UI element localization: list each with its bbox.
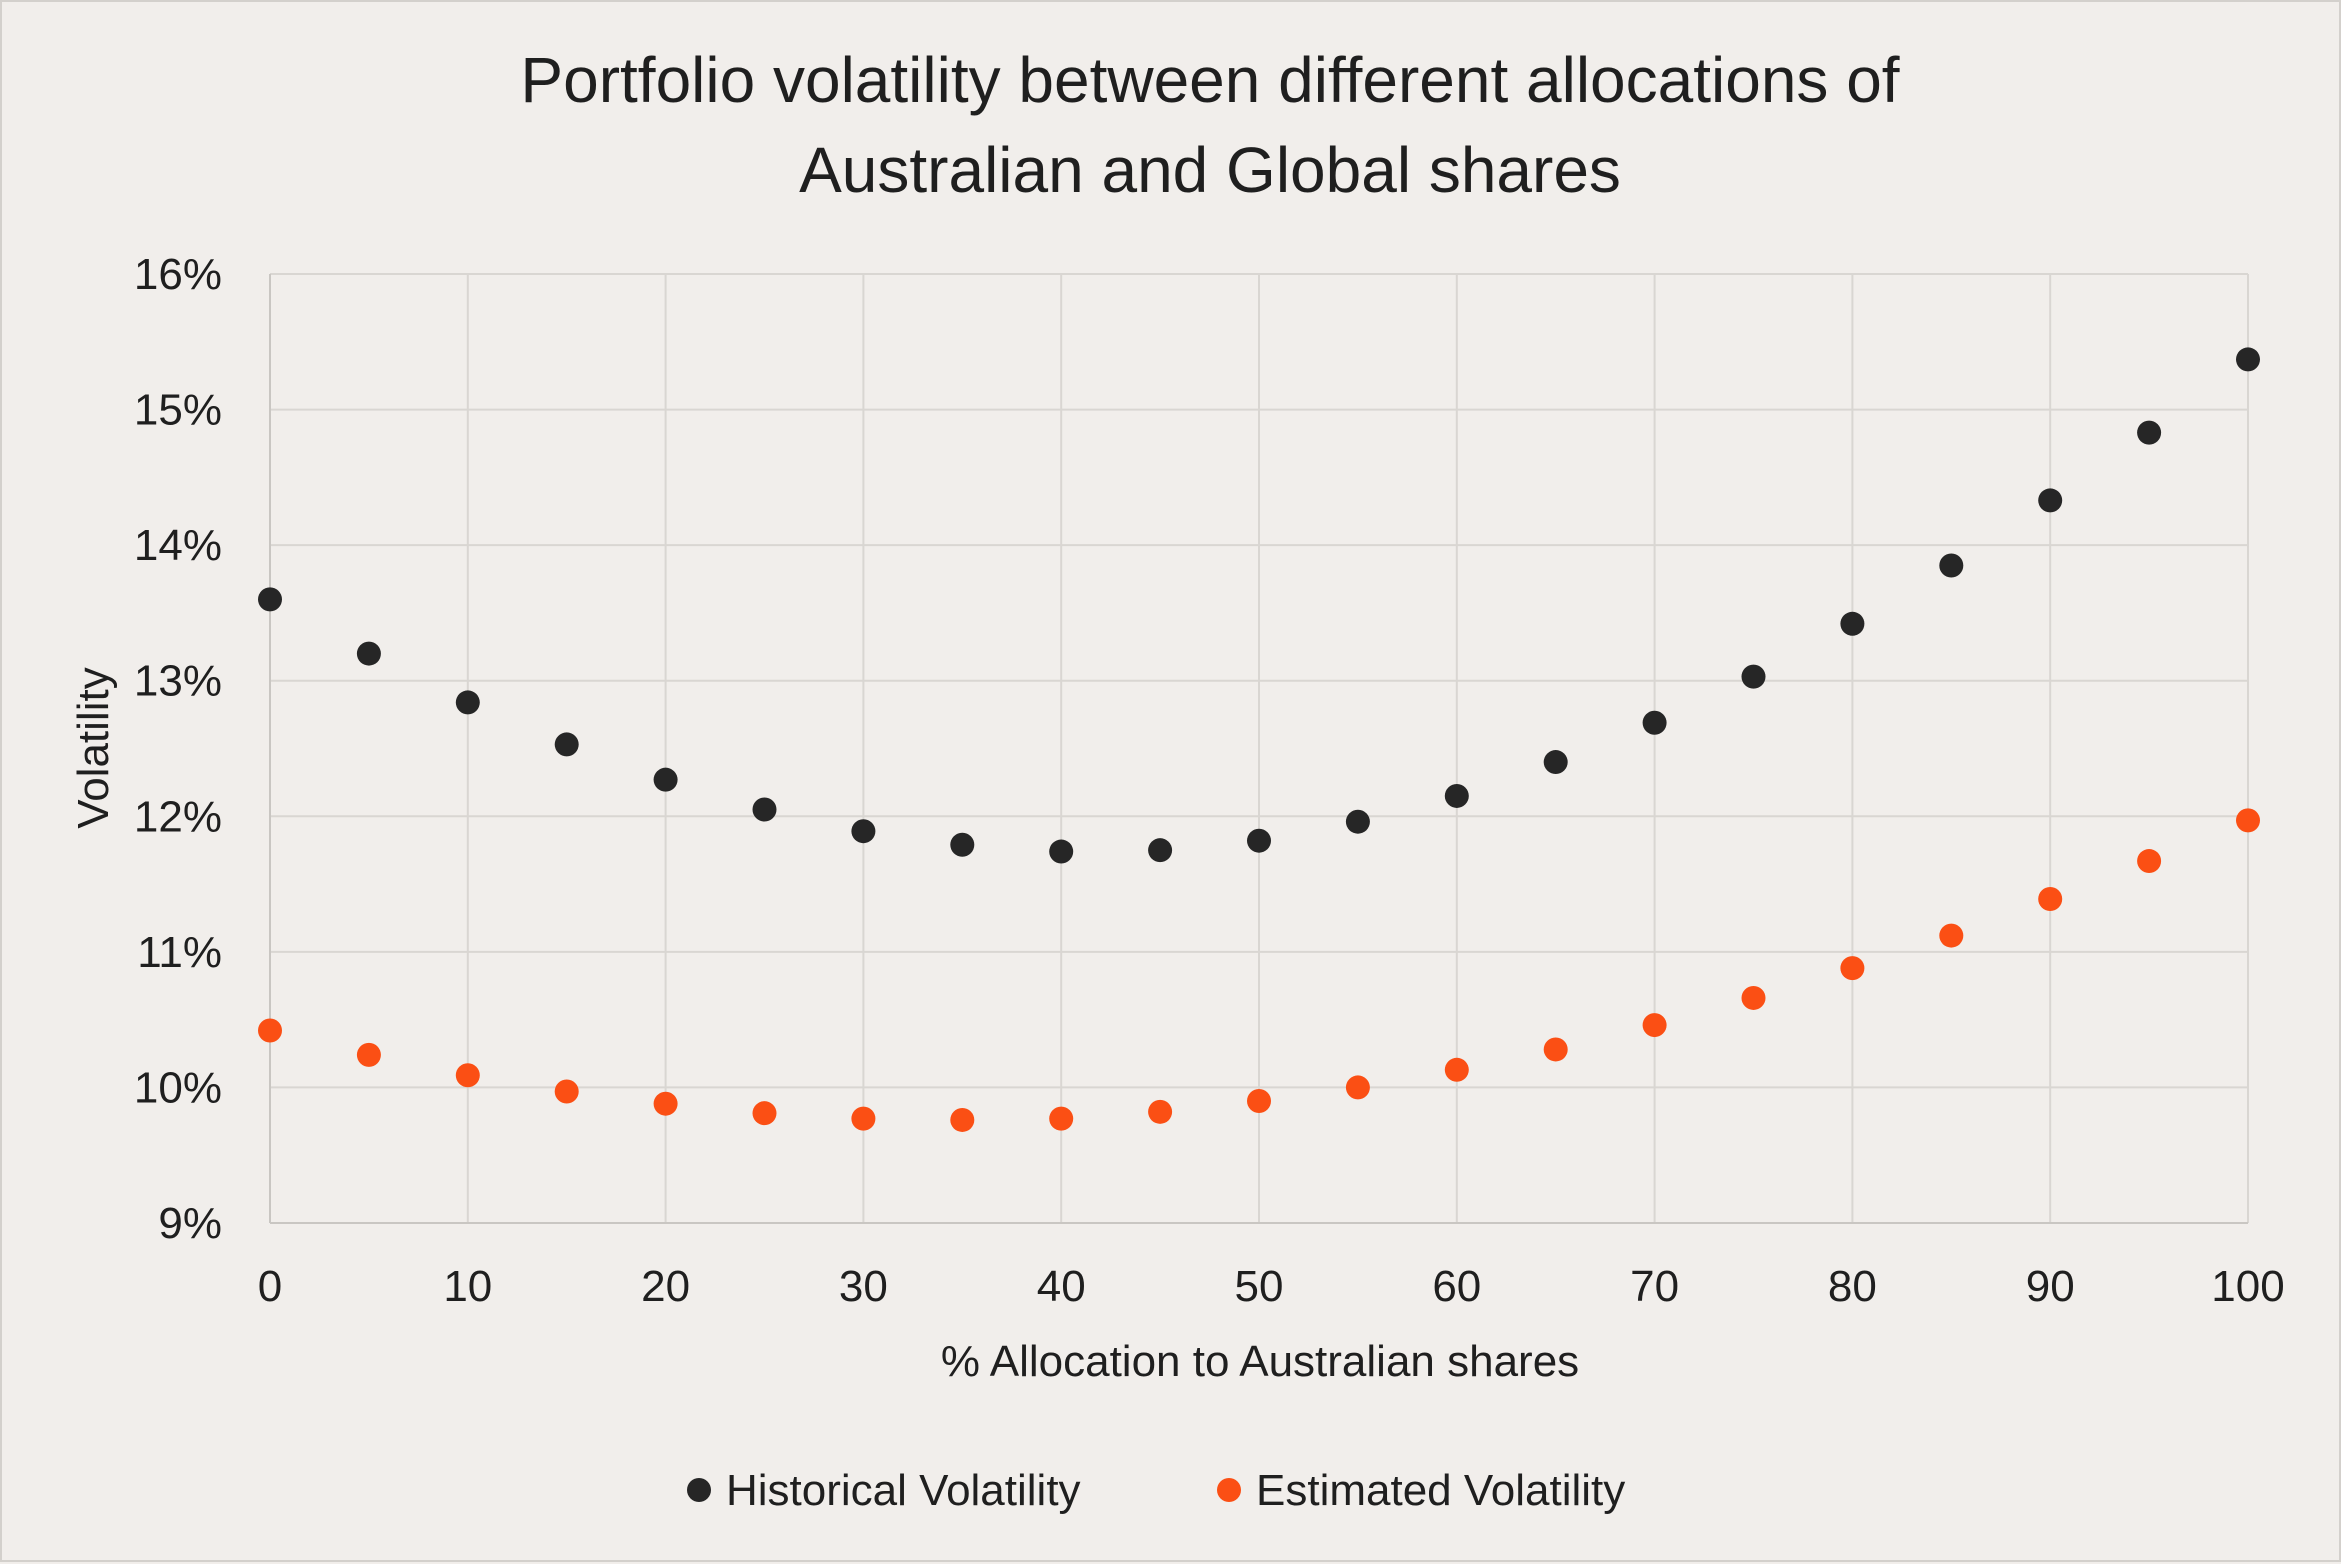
y-tick-label: 11% xyxy=(137,928,222,977)
legend: Historical Volatility Estimated Volatilit… xyxy=(687,1466,1625,1515)
data-point xyxy=(1741,985,1766,1010)
x-tick-label: 90 xyxy=(2026,1262,2075,1311)
y-tick-label: 14% xyxy=(134,521,222,570)
grid xyxy=(270,273,2249,1223)
legend-item: Estimated Volatility xyxy=(1217,1466,1625,1515)
x-tick-label: 30 xyxy=(839,1262,888,1311)
data-point xyxy=(2236,347,2260,372)
data-point xyxy=(1642,710,1667,735)
y-axis-ticks: 9% 10% 11% 12% 13% 14% 15% 16% xyxy=(134,250,222,1248)
data-point xyxy=(1345,1075,1370,1100)
x-tick-label: 100 xyxy=(2211,1262,2284,1311)
data-point xyxy=(258,1018,282,1043)
data-point xyxy=(554,1079,579,1104)
data-point xyxy=(1247,828,1271,853)
x-axis-title: % Allocation to Australian shares xyxy=(941,1337,1579,1386)
data-point xyxy=(2038,488,2063,513)
data-point xyxy=(1543,750,1568,775)
data-point xyxy=(1741,664,1766,689)
y-tick-label: 9% xyxy=(158,1199,222,1248)
data-point xyxy=(752,1101,777,1126)
chart-title: Portfolio volatility between different a… xyxy=(520,44,1899,206)
x-axis-ticks: 0 10 20 30 40 50 60 70 80 90 100 xyxy=(258,1262,2285,1311)
data-point xyxy=(2137,849,2162,874)
data-point xyxy=(455,1063,480,1088)
data-point xyxy=(1642,1013,1667,1038)
data-point xyxy=(2137,420,2162,445)
x-tick-label: 10 xyxy=(443,1262,492,1311)
series-estimated-volatility xyxy=(258,808,2260,1132)
axes xyxy=(269,274,2248,1224)
legend-marker xyxy=(687,1478,711,1502)
y-tick-label: 16% xyxy=(134,250,222,299)
x-tick-label: 20 xyxy=(641,1262,690,1311)
data-point xyxy=(356,1042,381,1067)
data-point xyxy=(1049,839,1074,864)
data-point xyxy=(1840,611,1865,636)
y-tick-label: 10% xyxy=(134,1063,222,1112)
data-series xyxy=(258,347,2260,1132)
data-point xyxy=(752,797,777,822)
legend-marker xyxy=(1217,1478,1241,1502)
y-tick-label: 13% xyxy=(134,657,222,706)
legend-item: Historical Volatility xyxy=(687,1466,1081,1515)
data-point xyxy=(1840,956,1865,981)
chart-title-line-1: Portfolio volatility between different a… xyxy=(520,44,1899,116)
data-point xyxy=(1444,783,1469,808)
data-point xyxy=(1939,923,1964,948)
x-tick-label: 70 xyxy=(1630,1262,1679,1311)
y-tick-label: 15% xyxy=(134,386,222,435)
chart-title-line-2: Australian and Global shares xyxy=(799,134,1621,206)
data-point xyxy=(851,1106,876,1131)
x-tick-label: 80 xyxy=(1828,1262,1877,1311)
x-tick-label: 60 xyxy=(1432,1262,1481,1311)
data-point xyxy=(1444,1057,1469,1082)
data-point xyxy=(455,690,480,715)
data-point xyxy=(258,587,282,612)
y-tick-label: 12% xyxy=(134,792,222,841)
data-point xyxy=(1049,1106,1074,1131)
x-tick-label: 0 xyxy=(258,1262,282,1311)
data-point xyxy=(1247,1088,1271,1113)
data-point xyxy=(2038,886,2063,911)
data-point xyxy=(851,819,876,844)
data-point xyxy=(1148,838,1173,863)
series-historical-volatility xyxy=(258,347,2260,864)
legend-label: Historical Volatility xyxy=(726,1466,1081,1515)
data-point xyxy=(653,1091,678,1116)
data-point xyxy=(554,732,579,757)
data-point xyxy=(653,767,678,792)
data-point xyxy=(1148,1099,1173,1124)
y-axis-title: Volatility xyxy=(69,667,118,828)
data-point xyxy=(1345,809,1370,834)
x-tick-label: 40 xyxy=(1037,1262,1086,1311)
data-point xyxy=(1543,1037,1568,1062)
data-point xyxy=(950,832,975,857)
data-point xyxy=(1939,553,1964,578)
data-point xyxy=(950,1107,975,1132)
data-point xyxy=(356,641,381,666)
legend-label: Estimated Volatility xyxy=(1256,1466,1625,1515)
data-point xyxy=(2236,808,2260,833)
x-tick-label: 50 xyxy=(1235,1262,1284,1311)
